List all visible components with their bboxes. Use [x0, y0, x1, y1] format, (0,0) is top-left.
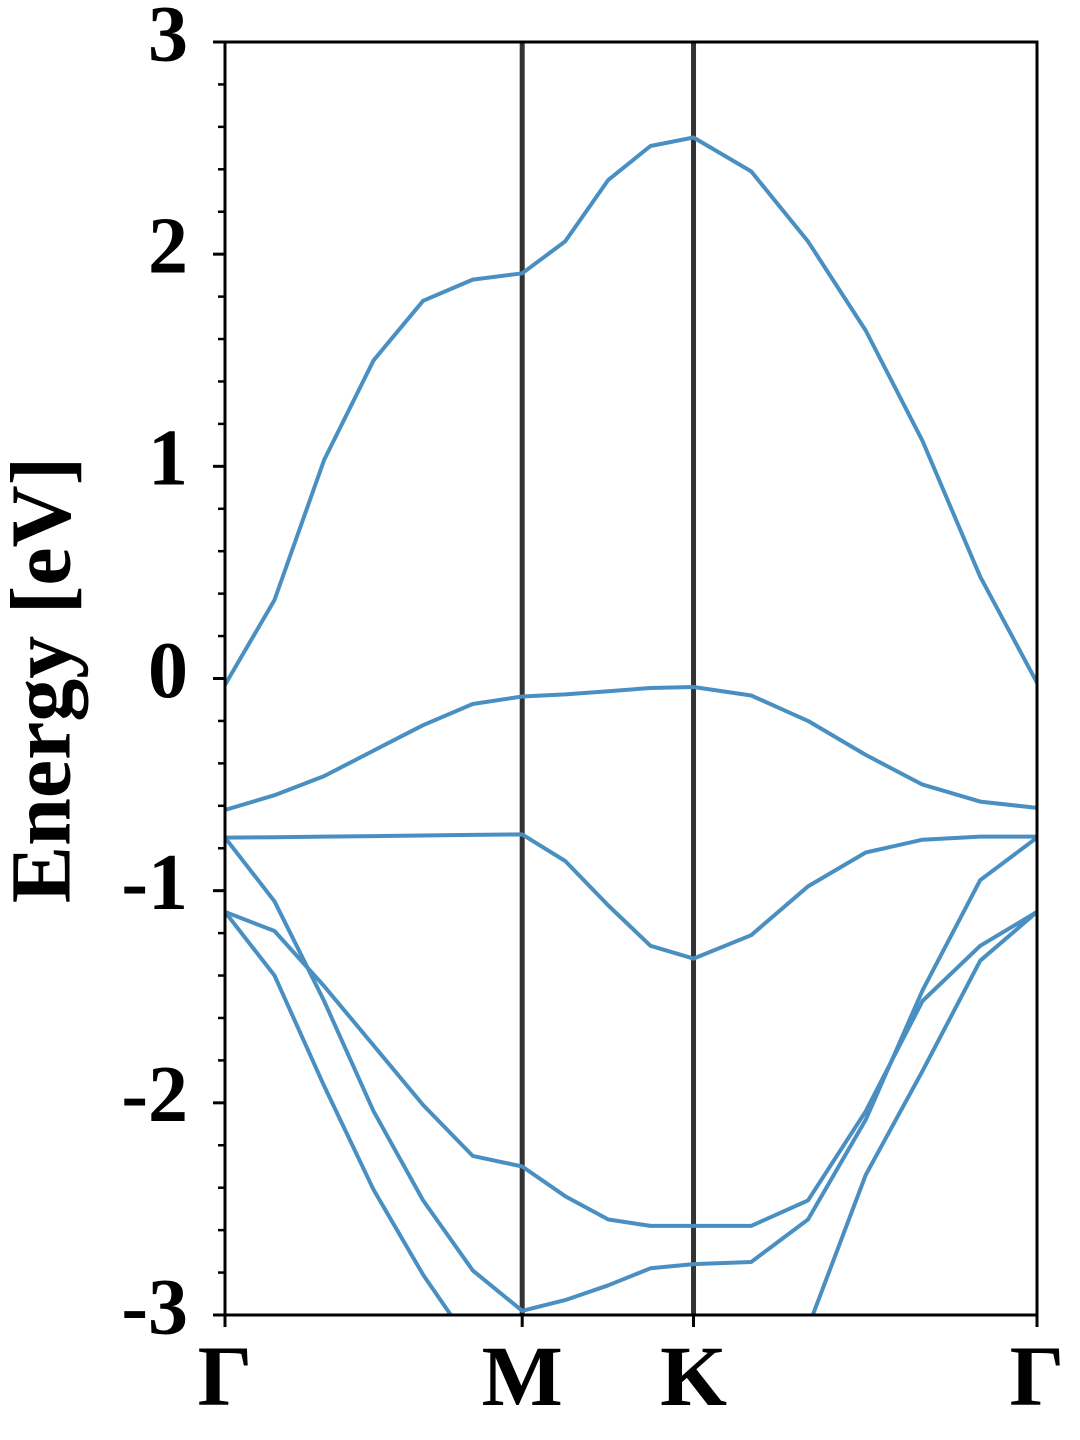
x-tick-label: Γ	[1010, 1328, 1065, 1424]
y-tick-label: 3	[148, 0, 188, 78]
y-tick-label: -3	[121, 1263, 188, 1351]
y-tick-label: 1	[148, 415, 188, 503]
x-tick-label: M	[482, 1328, 563, 1424]
y-tick-label: 2	[148, 203, 188, 291]
band-line	[225, 909, 1037, 1315]
x-tick-label: Γ	[198, 1328, 253, 1424]
y-tick-label: -1	[121, 839, 188, 927]
band-line	[225, 835, 1037, 1313]
plot-frame	[223, 40, 1039, 1317]
y-tick-label: -2	[121, 1051, 188, 1139]
band-line	[225, 832, 1037, 961]
band-line	[225, 909, 1037, 1228]
y-tick-label: 0	[148, 627, 188, 715]
y-axis-label: Energy [eV]	[0, 457, 89, 904]
bands	[225, 135, 1037, 1315]
x-tick-label: K	[660, 1328, 727, 1424]
band-line	[225, 685, 1037, 812]
band-line	[225, 135, 1037, 687]
